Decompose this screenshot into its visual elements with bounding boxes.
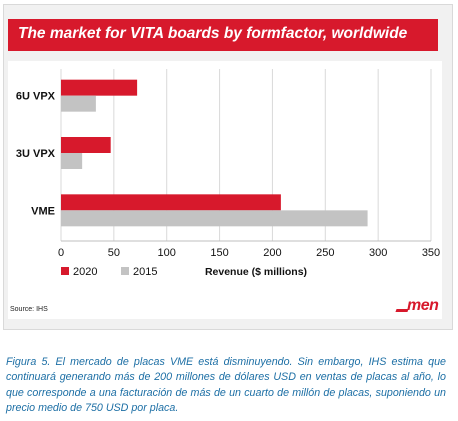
legend-swatch-2020 [61,267,69,275]
x-tick-label: 0 [58,247,64,259]
x-axis-title: Revenue ($ millions) [205,266,307,278]
figure-panel: The market for VITA boards by formfactor… [3,4,453,330]
x-tick-label: 200 [263,247,281,259]
bar-2020 [61,137,111,153]
bar-2020 [61,79,138,96]
x-tick-label: 250 [316,247,334,259]
bar-chart: 0 50 100 150 200 250 300 350 6U VPX 3U VPX VME 2020… [16,69,440,278]
men-logo: men [407,297,439,314]
y-category-label: 6U VPX [16,91,56,103]
chart-title: The market for VITA boards by formfactor… [18,25,408,42]
x-tick-label: 350 [422,247,440,259]
y-category-label: VME [31,205,55,217]
x-tick-label: 300 [369,247,387,259]
title-bar: The market for VITA boards by formfactor… [8,19,438,51]
x-tick-label: 50 [108,247,120,259]
y-category-label: 3U VPX [16,148,56,160]
legend-label: 2015 [133,266,157,278]
bar-2015 [61,95,96,112]
source-note: Source: IHS [10,306,48,313]
legend-label: 2020 [73,266,97,278]
x-tick-label: 100 [158,247,176,259]
x-tick-label: 150 [210,247,228,259]
bar-2015 [61,153,83,169]
figure-caption: Figura 5. El mercado de placas VME está … [6,355,446,415]
plot-panel: 0 50 100 150 200 250 300 350 6U VPX 3U VPX VME 2020… [8,61,442,319]
legend-swatch-2015 [121,267,129,275]
bar-2015 [61,210,368,227]
bar-2020 [61,194,281,211]
